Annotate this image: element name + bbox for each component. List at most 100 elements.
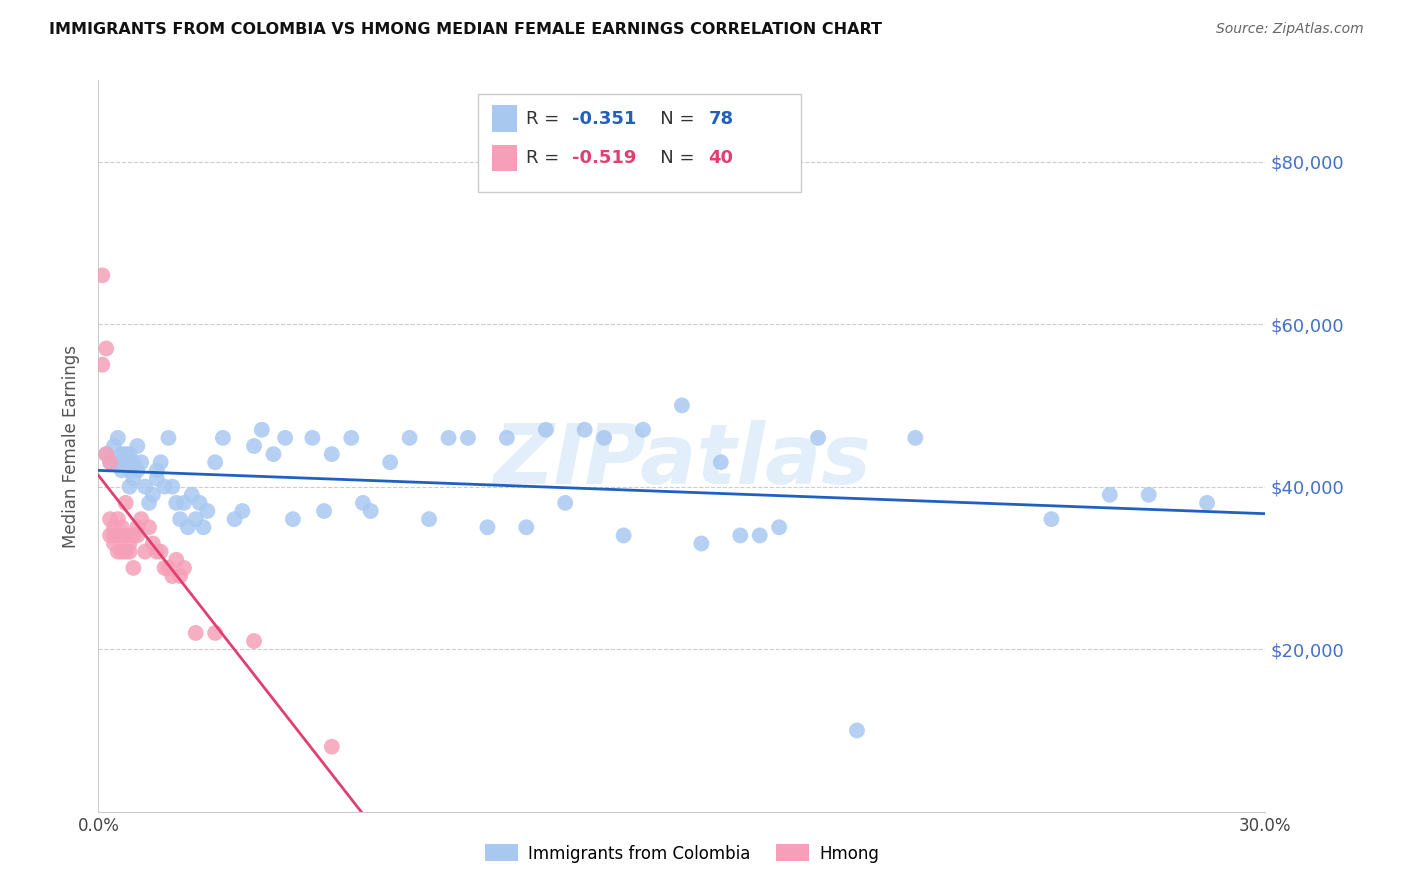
- Point: [1098, 488, 1121, 502]
- Point: [243, 634, 266, 648]
- Point: [690, 536, 713, 550]
- Point: [768, 520, 790, 534]
- Point: [96, 342, 118, 356]
- Point: [122, 455, 145, 469]
- Point: [1040, 512, 1063, 526]
- Point: [352, 496, 374, 510]
- Point: [98, 455, 121, 469]
- Point: [129, 455, 152, 469]
- Point: [418, 512, 440, 526]
- Point: [184, 626, 207, 640]
- Point: [114, 528, 136, 542]
- Point: [250, 423, 273, 437]
- Point: [554, 496, 576, 510]
- Point: [138, 520, 160, 534]
- Point: [846, 723, 869, 738]
- Point: [111, 447, 134, 461]
- Point: [153, 561, 176, 575]
- Point: [180, 488, 202, 502]
- Point: [134, 544, 156, 558]
- Point: [142, 488, 165, 502]
- Point: [195, 504, 218, 518]
- Point: [149, 455, 172, 469]
- Y-axis label: Median Female Earnings: Median Female Earnings: [62, 344, 80, 548]
- Point: [103, 536, 125, 550]
- Point: [111, 544, 134, 558]
- Text: 40: 40: [709, 149, 734, 167]
- Text: IMMIGRANTS FROM COLOMBIA VS HMONG MEDIAN FEMALE EARNINGS CORRELATION CHART: IMMIGRANTS FROM COLOMBIA VS HMONG MEDIAN…: [49, 22, 882, 37]
- Point: [807, 431, 830, 445]
- Point: [107, 431, 129, 445]
- Text: N =: N =: [643, 149, 700, 167]
- Point: [118, 463, 141, 477]
- Point: [231, 504, 253, 518]
- Point: [593, 431, 616, 445]
- Point: [165, 553, 187, 567]
- Point: [114, 496, 136, 510]
- Point: [107, 512, 129, 526]
- Point: [177, 520, 200, 534]
- Point: [748, 528, 770, 542]
- Text: R =: R =: [526, 110, 565, 128]
- Point: [146, 471, 169, 485]
- Point: [243, 439, 266, 453]
- Text: R =: R =: [526, 149, 565, 167]
- Point: [96, 447, 118, 461]
- Point: [114, 544, 136, 558]
- Point: [169, 512, 191, 526]
- Point: [321, 739, 343, 754]
- Point: [671, 398, 693, 412]
- Point: [107, 544, 129, 558]
- Point: [98, 512, 121, 526]
- Point: [496, 431, 519, 445]
- Text: -0.351: -0.351: [572, 110, 637, 128]
- Point: [111, 463, 134, 477]
- Point: [281, 512, 304, 526]
- Point: [710, 455, 733, 469]
- Point: [107, 528, 129, 542]
- Point: [1195, 496, 1218, 510]
- Point: [103, 455, 125, 469]
- Point: [118, 544, 141, 558]
- Point: [188, 496, 211, 510]
- Point: [212, 431, 235, 445]
- Point: [129, 512, 152, 526]
- Point: [103, 528, 125, 542]
- Point: [118, 447, 141, 461]
- Point: [149, 544, 172, 558]
- Point: [162, 569, 184, 583]
- Point: [631, 423, 654, 437]
- Text: 78: 78: [709, 110, 734, 128]
- Point: [173, 496, 195, 510]
- Point: [146, 544, 169, 558]
- Point: [146, 463, 169, 477]
- Point: [114, 447, 136, 461]
- Point: [142, 536, 165, 550]
- Point: [904, 431, 927, 445]
- Point: [224, 512, 246, 526]
- Point: [204, 455, 226, 469]
- Point: [162, 480, 184, 494]
- Point: [103, 439, 125, 453]
- Point: [360, 504, 382, 518]
- Point: [127, 463, 149, 477]
- Point: [398, 431, 420, 445]
- Point: [169, 569, 191, 583]
- Point: [122, 561, 145, 575]
- Point: [127, 528, 149, 542]
- Point: [103, 520, 125, 534]
- Point: [118, 536, 141, 550]
- Text: Source: ZipAtlas.com: Source: ZipAtlas.com: [1216, 22, 1364, 37]
- Text: -0.519: -0.519: [572, 149, 637, 167]
- Point: [312, 504, 335, 518]
- Point: [127, 520, 149, 534]
- Point: [730, 528, 752, 542]
- Point: [437, 431, 460, 445]
- Point: [114, 455, 136, 469]
- Point: [613, 528, 636, 542]
- Point: [91, 268, 114, 283]
- Point: [380, 455, 402, 469]
- Point: [340, 431, 363, 445]
- Point: [193, 520, 215, 534]
- Point: [262, 447, 284, 461]
